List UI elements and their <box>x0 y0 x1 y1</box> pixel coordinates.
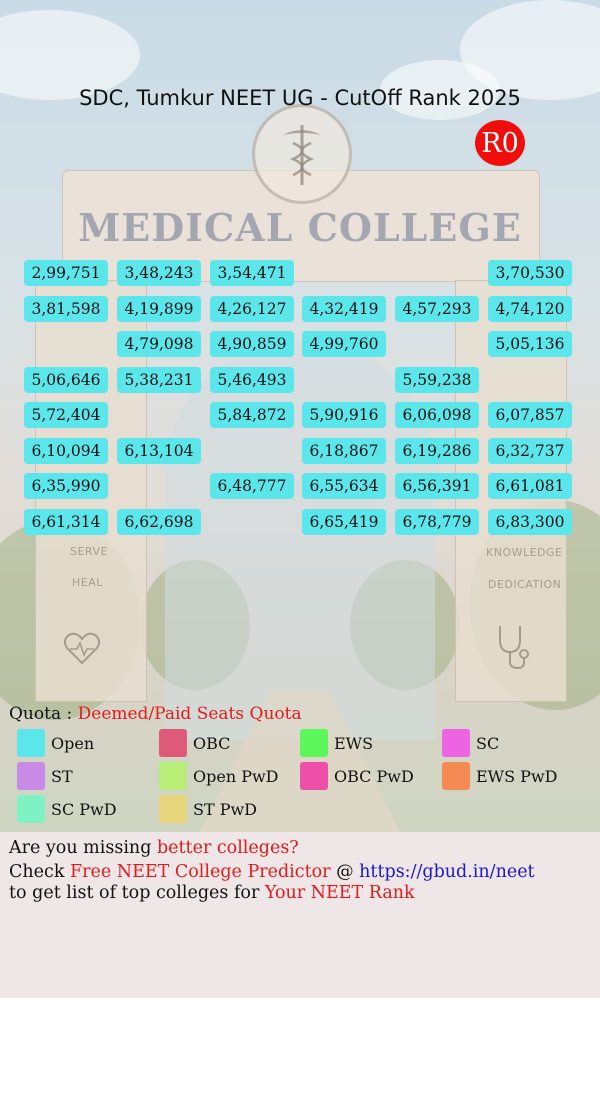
legend-label: Open <box>51 733 95 753</box>
legend-item: ST <box>17 762 73 790</box>
legend-label: Open PwD <box>193 766 279 786</box>
cloud <box>0 10 140 100</box>
cutoff-rank-cell: 3,48,243 <box>117 260 201 286</box>
cutoff-rank-cell: 4,74,120 <box>488 296 572 322</box>
pillar-word: SERVE <box>70 545 108 558</box>
legend-item: Open PwD <box>159 762 279 790</box>
legend-swatch <box>300 762 328 790</box>
cutoff-rank-cell: 4,57,293 <box>395 296 479 322</box>
legend-label: SC PwD <box>51 799 117 819</box>
cutoff-rank-cell: 5,46,493 <box>210 367 294 393</box>
legend-label: ST <box>51 766 73 786</box>
legend-label: SC <box>476 733 500 753</box>
promo-text: Check <box>9 862 70 882</box>
cutoff-rank-cell: 6,07,857 <box>488 402 572 428</box>
cutoff-rank-cell: 6,13,104 <box>117 438 201 464</box>
quota-line: Quota : Deemed/Paid Seats Quota <box>9 704 302 724</box>
caduceus-emblem-icon <box>252 104 352 204</box>
legend-label: EWS <box>334 733 374 753</box>
legend-label: EWS PwD <box>476 766 558 786</box>
cloud <box>380 60 500 120</box>
cutoff-rank-cell: 6,10,094 <box>24 438 108 464</box>
legend-item: EWS PwD <box>442 762 557 790</box>
cutoff-rank-cell: 5,72,404 <box>24 402 108 428</box>
cutoff-rank-cell: 5,06,646 <box>24 367 108 393</box>
round-badge: R0 <box>475 120 525 166</box>
legend-item: EWS <box>300 729 373 757</box>
cutoff-rank-cell: 4,19,899 <box>117 296 201 322</box>
cutoff-rank-cell: 6,56,391 <box>395 473 479 499</box>
predictor-link[interactable]: Free NEET College Predictor <box>70 862 331 882</box>
cutoff-rank-cell: 2,99,751 <box>24 260 108 286</box>
cutoff-rank-cell: 3,81,598 <box>24 296 108 322</box>
cutoff-rank-cell: 6,48,777 <box>210 473 294 499</box>
legend-item: SC <box>442 729 499 757</box>
legend-swatch <box>17 729 45 757</box>
legend-swatch <box>17 762 45 790</box>
stethoscope-icon <box>492 622 532 672</box>
promo-highlight: Your NEET Rank <box>264 883 415 903</box>
cutoff-rank-cell: 6,61,314 <box>24 509 108 535</box>
legend-item: Open <box>17 729 94 757</box>
cutoff-rank-cell: 6,19,286 <box>395 438 479 464</box>
pillar-word: KNOWLEDGE <box>486 546 563 559</box>
cutoff-rank-cell: 5,38,231 <box>117 367 201 393</box>
cutoff-rank-cell: 5,05,136 <box>488 331 572 357</box>
cutoff-rank-cell: 6,78,779 <box>395 509 479 535</box>
promo-line-1: Are you missing better colleges? <box>9 838 299 858</box>
legend-swatch <box>159 795 187 823</box>
pillar-word: HEAL <box>72 576 103 589</box>
cutoff-rank-cell: 3,54,471 <box>210 260 294 286</box>
cutoff-rank-cell: 6,83,300 <box>488 509 572 535</box>
promo-text: to get list of top colleges for <box>9 883 265 903</box>
legend-swatch <box>442 762 470 790</box>
legend-item: ST PwD <box>159 795 257 823</box>
cutoff-rank-cell: 3,70,530 <box>488 260 572 286</box>
promo-text: @ <box>330 862 360 882</box>
quota-label: Quota : <box>9 704 73 724</box>
heart-icon <box>62 628 102 668</box>
legend-item: OBC <box>159 729 230 757</box>
legend-swatch <box>159 729 187 757</box>
legend-item: OBC PwD <box>300 762 414 790</box>
promo-line-3: to get list of top colleges for Your NEE… <box>9 883 415 903</box>
legend-label: OBC PwD <box>334 766 414 786</box>
cutoff-rank-cell: 4,79,098 <box>117 331 201 357</box>
cutoff-rank-cell: 4,99,760 <box>302 331 386 357</box>
promo-section: Are you missing better colleges? Check F… <box>0 832 600 998</box>
legend-item: SC PwD <box>17 795 117 823</box>
promo-text: Are you missing <box>9 838 157 858</box>
cutoff-rank-cell: 6,35,990 <box>24 473 108 499</box>
legend-label: OBC <box>193 733 231 753</box>
cutoff-rank-cell: 6,62,698 <box>117 509 201 535</box>
cutoff-rank-cell: 6,55,634 <box>302 473 386 499</box>
legend-swatch <box>159 762 187 790</box>
page-title: SDC, Tumkur NEET UG - CutOff Rank 2025 <box>79 86 521 110</box>
building-sign: MEDICAL COLLEGE <box>78 205 522 250</box>
cutoff-rank-cell: 5,90,916 <box>302 402 386 428</box>
legend-swatch <box>300 729 328 757</box>
cutoff-rank-cell: 4,26,127 <box>210 296 294 322</box>
cutoff-rank-cell: 6,65,419 <box>302 509 386 535</box>
cutoff-rank-cell: 5,59,238 <box>395 367 479 393</box>
gbud-url-link[interactable]: https://gbud.in/neet <box>359 862 535 882</box>
cutoff-rank-cell: 6,18,867 <box>302 438 386 464</box>
cutoff-rank-cell: 6,61,081 <box>488 473 572 499</box>
quota-value: Deemed/Paid Seats Quota <box>77 704 302 724</box>
legend-label: ST PwD <box>193 799 258 819</box>
gate-opening <box>165 340 435 740</box>
promo-highlight: better colleges? <box>156 838 299 858</box>
cutoff-rank-cell: 6,32,737 <box>488 438 572 464</box>
cutoff-rank-cell: 6,06,098 <box>395 402 479 428</box>
cutoff-rank-cell: 4,32,419 <box>302 296 386 322</box>
cutoff-rank-cell: 4,90,859 <box>210 331 294 357</box>
legend-swatch <box>17 795 45 823</box>
promo-line-2: Check Free NEET College Predictor @ http… <box>9 862 535 882</box>
pillar-word: DEDICATION <box>488 578 562 591</box>
cutoff-rank-cell: 5,84,872 <box>210 402 294 428</box>
legend-swatch <box>442 729 470 757</box>
